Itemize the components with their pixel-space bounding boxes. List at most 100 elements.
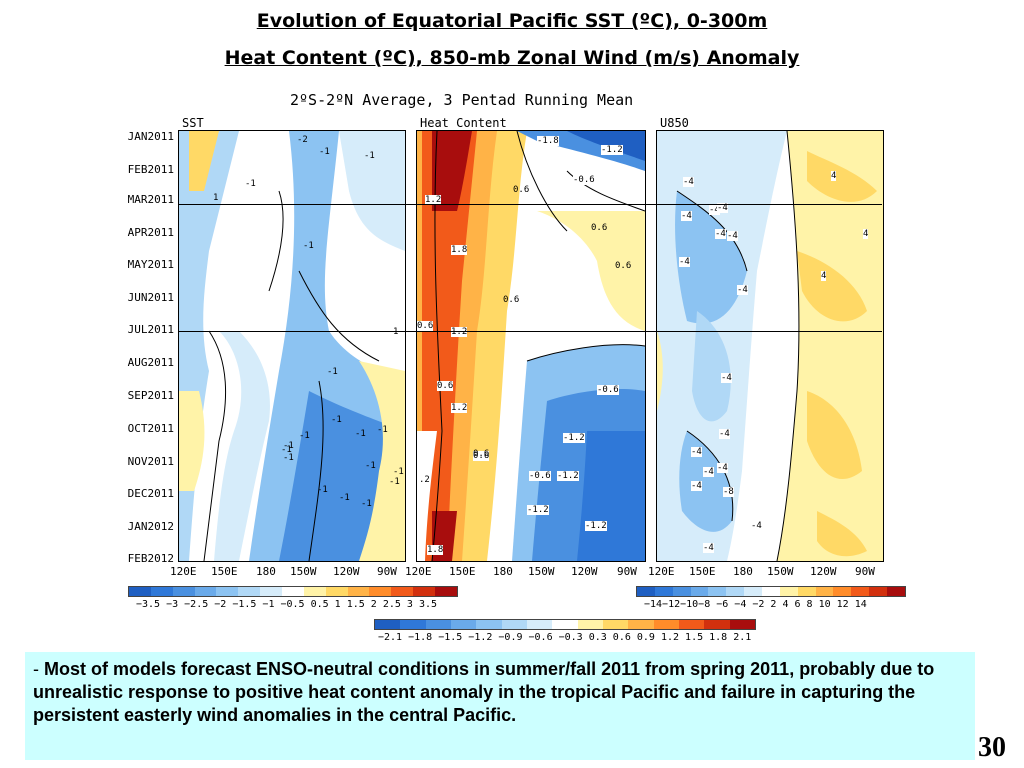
contour-label: 1.2 (451, 327, 468, 337)
contour-label: 1.2 (451, 403, 468, 413)
contour-label: 0.6 (417, 321, 434, 331)
u850-colorbar (636, 586, 906, 597)
colorbar-swatch (628, 620, 654, 629)
colorbar-swatch (129, 587, 151, 596)
contour-label: -1 (331, 415, 342, 425)
colorbar-swatch (375, 620, 401, 629)
colorbar-swatch (238, 587, 261, 596)
sst-colorbar (128, 586, 458, 597)
colorbar-swatch (729, 620, 755, 629)
colorbar-swatch (869, 587, 888, 596)
contour-label: -1 (303, 241, 314, 251)
contour-label: -1 (364, 151, 375, 161)
note-paragraph: - Most of models forecast ENSO-neutral c… (25, 652, 975, 733)
contour-label: -1 (393, 467, 404, 477)
contour-label: -4 (691, 447, 702, 457)
contour-label: -1.2 (527, 505, 549, 515)
u850-hovmoller-panel: -4 -4 -4 -4 -4 -4 -4 -4 -4 -4 -4 -4 -8 -… (656, 130, 884, 562)
colorbar-swatch (678, 620, 705, 629)
colorbar-swatch (690, 587, 709, 596)
contour-label: -4 (717, 203, 728, 213)
colorbar-swatch (672, 587, 691, 596)
contour-label: -1.8 (537, 136, 559, 146)
contour-label: -4 (721, 373, 732, 383)
colorbar-swatch (762, 587, 780, 596)
contour-label: -1 (389, 477, 400, 487)
contour-label: 1.2 (425, 195, 442, 205)
u850-hovmoller-plot (657, 131, 883, 561)
slide-title-line1: Evolution of Equatorial Pacific SST (ºC)… (256, 10, 768, 32)
x-tick-label: 180 (493, 565, 513, 578)
colorbar-swatch (413, 587, 436, 596)
colorbar-swatch (602, 620, 629, 629)
contour-label: -4 (717, 463, 728, 473)
colorbar-swatch (833, 587, 852, 596)
contour-label: 0.6 (503, 295, 520, 305)
contour-label: -4 (691, 481, 702, 491)
contour-label: -1.2 (563, 433, 585, 443)
x-tick-label: 120E (648, 565, 675, 578)
contour-label: -1.2 (585, 521, 607, 531)
colorbar-swatch (797, 587, 816, 596)
x-tick-label: 150W (767, 565, 794, 578)
x-tick-label: 120W (810, 565, 837, 578)
colorbar-swatch (425, 620, 451, 629)
x-tick-label: 120W (333, 565, 360, 578)
contour-label: .2 (419, 475, 430, 485)
colorbar-swatch (887, 587, 905, 596)
colorbar-swatch (391, 587, 414, 596)
x-tick-label: 150W (290, 565, 317, 578)
y-tick-label: MAR2011 (127, 193, 174, 206)
contour-label: -1 (245, 179, 256, 189)
colorbar-swatch (653, 620, 679, 629)
panel-title-heat-content: Heat Content (420, 116, 507, 130)
y-tick-label: NOV2011 (127, 455, 174, 468)
x-tick-label: 150E (211, 565, 238, 578)
contour-label: -1 (355, 429, 366, 439)
contour-label: 1.8 (427, 545, 444, 555)
x-tick-label: 150W (528, 565, 555, 578)
y-tick-label: FEB2012 (127, 552, 174, 565)
contour-label: -1 (281, 445, 292, 455)
note-text: Most of models forecast ENSO-neutral con… (33, 659, 935, 725)
contour-label: 4 (863, 229, 869, 239)
contour-label: -4 (703, 467, 714, 477)
x-tick-label: 120E (170, 565, 197, 578)
y-tick-label: DEC2011 (127, 487, 174, 500)
colorbar-swatch (435, 587, 457, 596)
y-tick-label: OCT2011 (127, 422, 174, 435)
x-tick-label: 150E (449, 565, 476, 578)
colorbar-swatch (744, 587, 763, 596)
contour-label: -4 (681, 211, 692, 221)
x-tick-label: 180 (256, 565, 276, 578)
colorbar-swatch (726, 587, 745, 596)
colorbar-swatch (501, 620, 527, 629)
contour-label: 0.6 (437, 381, 454, 391)
contour-label: 4 (821, 271, 827, 281)
x-tick-label: 120E (405, 565, 432, 578)
contour-label: -4 (737, 285, 748, 295)
contour-label: 4 (831, 171, 837, 181)
contour-label: 0.6 (473, 451, 490, 461)
note-box: - Most of models forecast ENSO-neutral c… (25, 652, 975, 760)
contour-label: -0.6 (597, 385, 619, 395)
contour-label: -0.6 (573, 175, 595, 185)
colorbar-swatch (216, 587, 239, 596)
contour-label: -8 (723, 487, 734, 497)
colorbar-swatch (369, 587, 392, 596)
colorbar-swatch (815, 587, 834, 596)
contour-label: -1 (361, 499, 372, 509)
panel-title-u850: U850 (660, 116, 689, 130)
colorbar-swatch (526, 620, 553, 629)
y-tick-label: JUL2011 (127, 323, 174, 336)
contour-label: -4 (715, 229, 726, 239)
contour-label: -1 (283, 441, 294, 451)
x-tick-label: 150E (689, 565, 716, 578)
colorbar-swatch (708, 587, 727, 596)
contour-label: 0.6 (591, 223, 608, 233)
contour-label: -1 (319, 147, 330, 157)
contour-label: -1 (377, 425, 388, 435)
colorbar-swatch (194, 587, 217, 596)
heat-content-hovmoller-panel: -1.8 -1.2 -0.6 0.6 1.2 0.6 1.8 0.6 0.6 0… (416, 130, 646, 562)
page-number: 30 (978, 732, 1006, 763)
